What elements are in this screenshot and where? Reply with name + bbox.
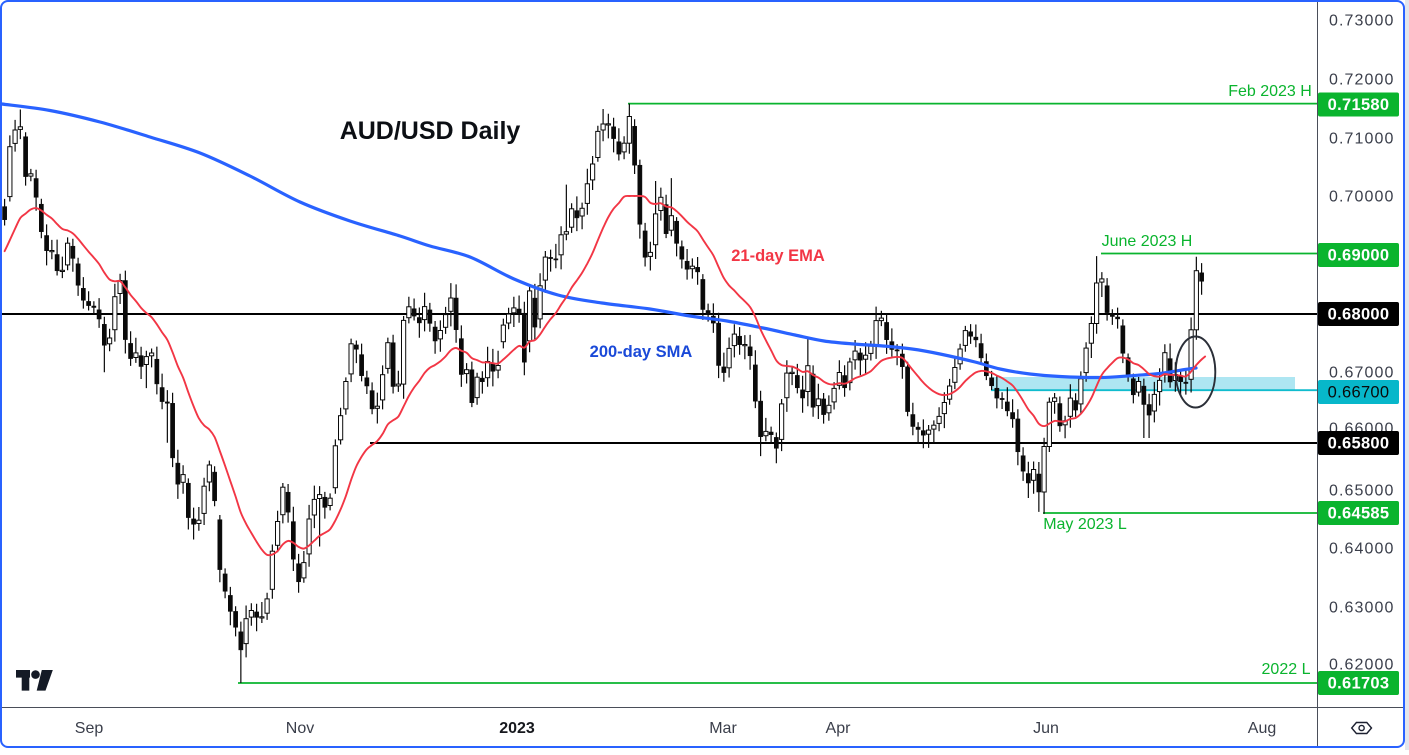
- svg-text:June 2023 H: June 2023 H: [1102, 233, 1193, 250]
- svg-text:May 2023 L: May 2023 L: [1043, 516, 1127, 533]
- svg-text:0.73000: 0.73000: [1329, 13, 1395, 30]
- svg-text:0.63000: 0.63000: [1329, 600, 1395, 617]
- svg-text:2023: 2023: [499, 720, 535, 737]
- svg-text:0.71580: 0.71580: [1328, 96, 1390, 114]
- svg-text:0.62000: 0.62000: [1329, 657, 1395, 674]
- svg-text:0.71000: 0.71000: [1329, 131, 1395, 148]
- svg-text:0.67000: 0.67000: [1329, 365, 1395, 382]
- svg-text:0.68000: 0.68000: [1328, 306, 1390, 324]
- svg-text:21-day EMA: 21-day EMA: [731, 247, 825, 265]
- svg-text:Apr: Apr: [826, 720, 852, 737]
- svg-text:0.64585: 0.64585: [1328, 505, 1390, 523]
- svg-text:0.65800: 0.65800: [1328, 435, 1390, 453]
- svg-text:Jun: Jun: [1033, 720, 1059, 737]
- svg-text:0.69000: 0.69000: [1328, 247, 1390, 265]
- svg-text:Nov: Nov: [286, 720, 314, 737]
- svg-text:0.66700: 0.66700: [1328, 384, 1390, 402]
- svg-text:0.61703: 0.61703: [1328, 675, 1390, 693]
- svg-text:AUD/USD Daily: AUD/USD Daily: [340, 117, 521, 145]
- svg-text:Aug: Aug: [1248, 720, 1276, 737]
- svg-text:Sep: Sep: [75, 720, 104, 737]
- svg-text:200-day SMA: 200-day SMA: [590, 343, 693, 361]
- svg-text:Mar: Mar: [709, 720, 737, 737]
- svg-text:Feb 2023 H: Feb 2023 H: [1228, 83, 1312, 100]
- svg-text:0.70000: 0.70000: [1329, 189, 1395, 206]
- svg-text:0.65000: 0.65000: [1329, 483, 1395, 500]
- svg-text:0.64000: 0.64000: [1329, 541, 1395, 558]
- svg-text:0.72000: 0.72000: [1329, 72, 1395, 89]
- svg-text:2022 L: 2022 L: [1262, 661, 1311, 678]
